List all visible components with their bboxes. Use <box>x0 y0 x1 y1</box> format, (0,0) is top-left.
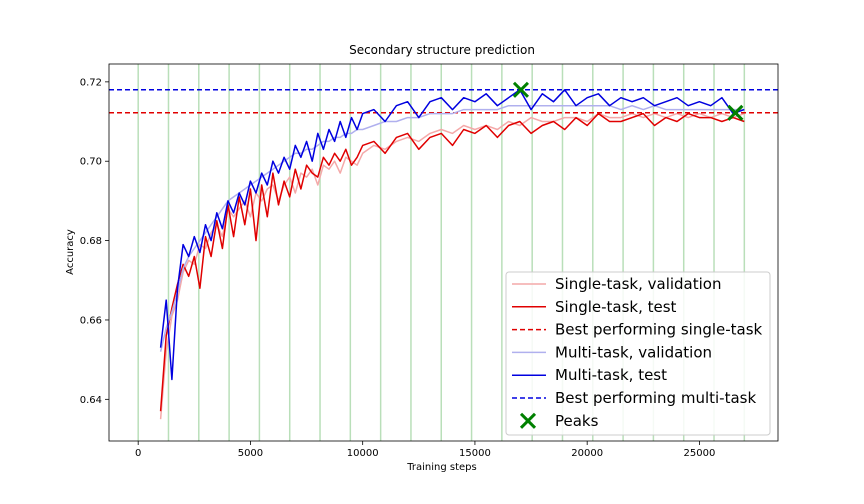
legend-box <box>505 271 771 436</box>
legend-item: Best performing multi-task <box>512 389 756 407</box>
legend-item: Multi-task, validation <box>512 343 712 361</box>
y-tick-label: 0.64 <box>80 395 102 406</box>
x-tick-label: 15000 <box>459 448 491 459</box>
x-tick-label: 0 <box>135 448 141 459</box>
x-tick-label: 25000 <box>684 448 716 459</box>
legend: Single-task, validation Single-task, test… <box>505 271 771 436</box>
y-axis: 0.64 0.66 0.68 0.70 0.72 <box>80 77 109 406</box>
chart-title: Secondary structure prediction <box>349 43 535 57</box>
x-tick-label: 20000 <box>571 448 603 459</box>
legend-label: Single-task, test <box>555 298 677 316</box>
y-axis-label: Accuracy <box>65 229 76 275</box>
legend-item: Multi-task, test <box>512 366 667 384</box>
legend-item: Single-task, validation <box>512 275 722 293</box>
peak-marker <box>512 81 530 98</box>
y-tick-label: 0.70 <box>80 157 102 168</box>
legend-item: Peaks <box>519 412 599 430</box>
legend-item: Best performing single-task <box>512 321 763 339</box>
legend-label: Peaks <box>555 412 599 430</box>
peak-marker <box>727 104 744 121</box>
legend-item: Single-task, test <box>512 298 677 316</box>
y-tick-label: 0.66 <box>80 315 102 326</box>
legend-label: Multi-task, test <box>555 366 667 384</box>
legend-label: Best performing single-task <box>555 321 763 339</box>
x-axis-label: Training steps <box>406 462 476 473</box>
series-line-2 <box>159 112 745 412</box>
legend-label: Multi-task, validation <box>555 343 712 361</box>
x-axis: 0 5000 10000 15000 20000 25000 <box>135 441 715 459</box>
x-tick-label: 5000 <box>238 448 263 459</box>
y-tick-label: 0.72 <box>80 77 102 88</box>
x-tick-label: 10000 <box>347 448 379 459</box>
legend-label: Single-task, validation <box>555 275 722 293</box>
y-tick-label: 0.68 <box>80 236 102 247</box>
legend-label: Best performing multi-task <box>555 389 756 407</box>
series-line-5 <box>159 89 745 381</box>
plot-frame <box>108 63 779 442</box>
